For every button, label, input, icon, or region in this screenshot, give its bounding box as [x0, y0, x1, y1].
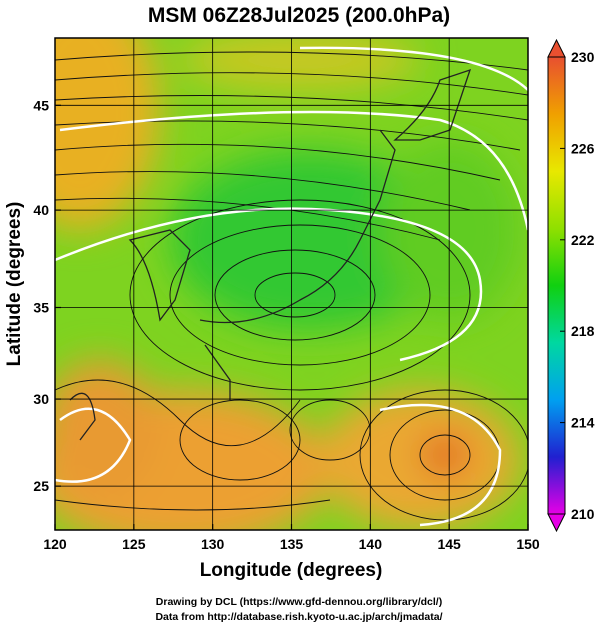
- y-tick-label: 40: [33, 202, 49, 218]
- credit: Drawing by DCL (https://www.gfd-dennou.o…: [156, 596, 442, 608]
- x-tick-label: 130: [201, 536, 225, 552]
- colorbar-tick-label: 230: [571, 49, 595, 65]
- axes: 120 125 130 135 140 145 150 25 30 35 40 45: [33, 38, 540, 552]
- field: [55, 38, 528, 530]
- colorbar-extend: [547, 38, 566, 58]
- x-tick-label: 125: [122, 536, 146, 552]
- x-tick-label: 150: [516, 536, 540, 552]
- chart-title: MSM 06Z28Jul2025 (200.0hPa): [148, 4, 450, 27]
- colorbar-tick-label: 218: [571, 323, 595, 339]
- coastlines: [69, 68, 472, 441]
- y-axis-label: Latitude (degrees): [4, 202, 25, 367]
- contours: [55, 46, 528, 527]
- x-tick-label: 140: [359, 536, 383, 552]
- colorbar-tick-label: 226: [571, 140, 595, 156]
- x-tick-label: 145: [437, 536, 461, 552]
- y-tick-label: 25: [33, 478, 49, 494]
- y-tick-label: 45: [33, 97, 49, 113]
- y-tick-label: 35: [33, 299, 49, 315]
- colorbar-tick-label: 210: [571, 506, 595, 522]
- credit: Data from http://database.rish.kyoto-u.a…: [155, 611, 442, 623]
- x-axis-label: Longitude (degrees): [200, 560, 383, 581]
- colorbar-scale: [547, 56, 566, 515]
- y-tick-label: 30: [33, 391, 49, 407]
- colorbar-tick-label: 222: [571, 232, 595, 248]
- colorbar-tick-label: 214: [571, 415, 595, 431]
- x-tick-label: 120: [43, 536, 67, 552]
- colorbar: 210 214 218 222 226 230: [547, 38, 595, 533]
- colorbar-extend: [547, 513, 566, 533]
- x-tick-label: 135: [280, 536, 304, 552]
